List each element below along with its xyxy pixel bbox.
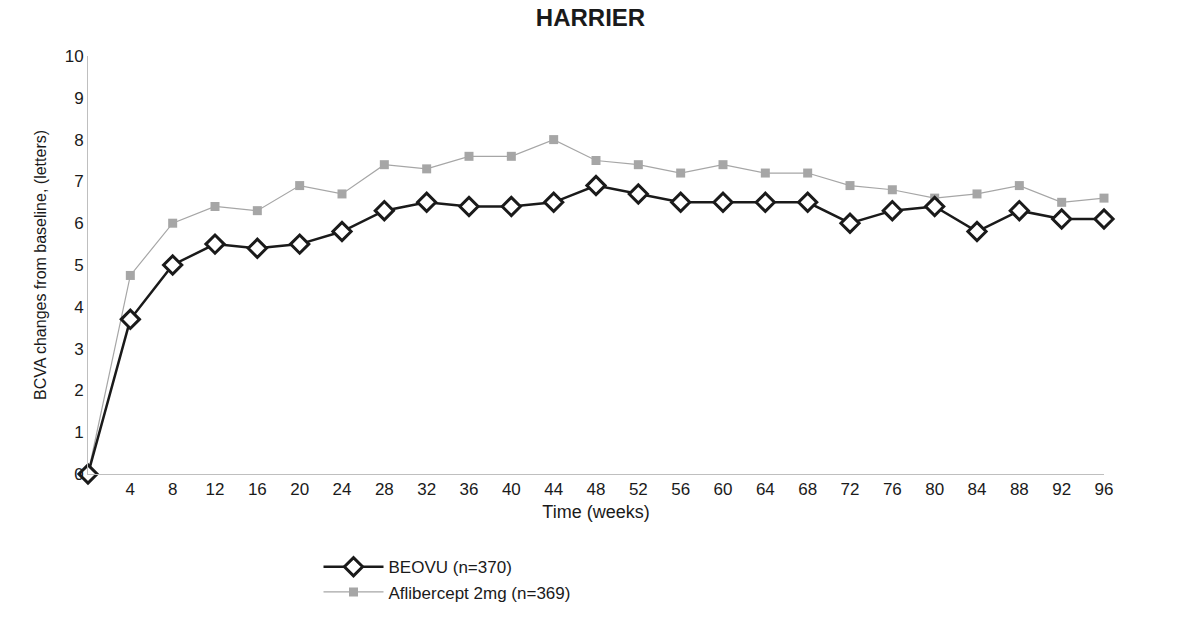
svg-text:88: 88 xyxy=(1010,480,1029,499)
svg-text:72: 72 xyxy=(841,480,860,499)
svg-text:32: 32 xyxy=(417,480,436,499)
svg-text:44: 44 xyxy=(544,480,563,499)
svg-text:10: 10 xyxy=(65,47,84,66)
svg-text:76: 76 xyxy=(883,480,902,499)
svg-text:4: 4 xyxy=(126,480,135,499)
svg-text:84: 84 xyxy=(968,480,987,499)
svg-text:5: 5 xyxy=(74,256,83,275)
svg-text:9: 9 xyxy=(74,89,83,108)
svg-text:0: 0 xyxy=(74,465,83,484)
svg-text:Time (weeks): Time (weeks) xyxy=(542,502,649,522)
svg-text:20: 20 xyxy=(290,480,309,499)
svg-text:3: 3 xyxy=(74,340,83,359)
svg-text:28: 28 xyxy=(375,480,394,499)
svg-text:92: 92 xyxy=(1052,480,1071,499)
svg-text:68: 68 xyxy=(798,480,817,499)
svg-text:96: 96 xyxy=(1095,480,1114,499)
svg-text:52: 52 xyxy=(629,480,648,499)
svg-text:2: 2 xyxy=(74,381,83,400)
svg-text:64: 64 xyxy=(756,480,775,499)
svg-text:16: 16 xyxy=(248,480,267,499)
svg-text:12: 12 xyxy=(206,480,225,499)
svg-text:BEOVU (n=370): BEOVU (n=370) xyxy=(389,558,512,577)
svg-text:BCVA changes from baseline, (l: BCVA changes from baseline, (letters) xyxy=(32,130,49,400)
svg-text:48: 48 xyxy=(587,480,606,499)
svg-text:7: 7 xyxy=(74,172,83,191)
svg-text:8: 8 xyxy=(168,480,177,499)
svg-text:56: 56 xyxy=(671,480,690,499)
svg-text:60: 60 xyxy=(714,480,733,499)
svg-text:HARRIER: HARRIER xyxy=(536,4,645,31)
svg-text:24: 24 xyxy=(333,480,352,499)
svg-text:1: 1 xyxy=(74,423,83,442)
svg-text:Aflibercept 2mg (n=369): Aflibercept 2mg (n=369) xyxy=(389,584,571,603)
svg-text:80: 80 xyxy=(925,480,944,499)
svg-text:40: 40 xyxy=(502,480,521,499)
svg-text:8: 8 xyxy=(74,131,83,150)
svg-text:6: 6 xyxy=(74,214,83,233)
svg-text:4: 4 xyxy=(74,298,83,317)
svg-text:36: 36 xyxy=(460,480,479,499)
